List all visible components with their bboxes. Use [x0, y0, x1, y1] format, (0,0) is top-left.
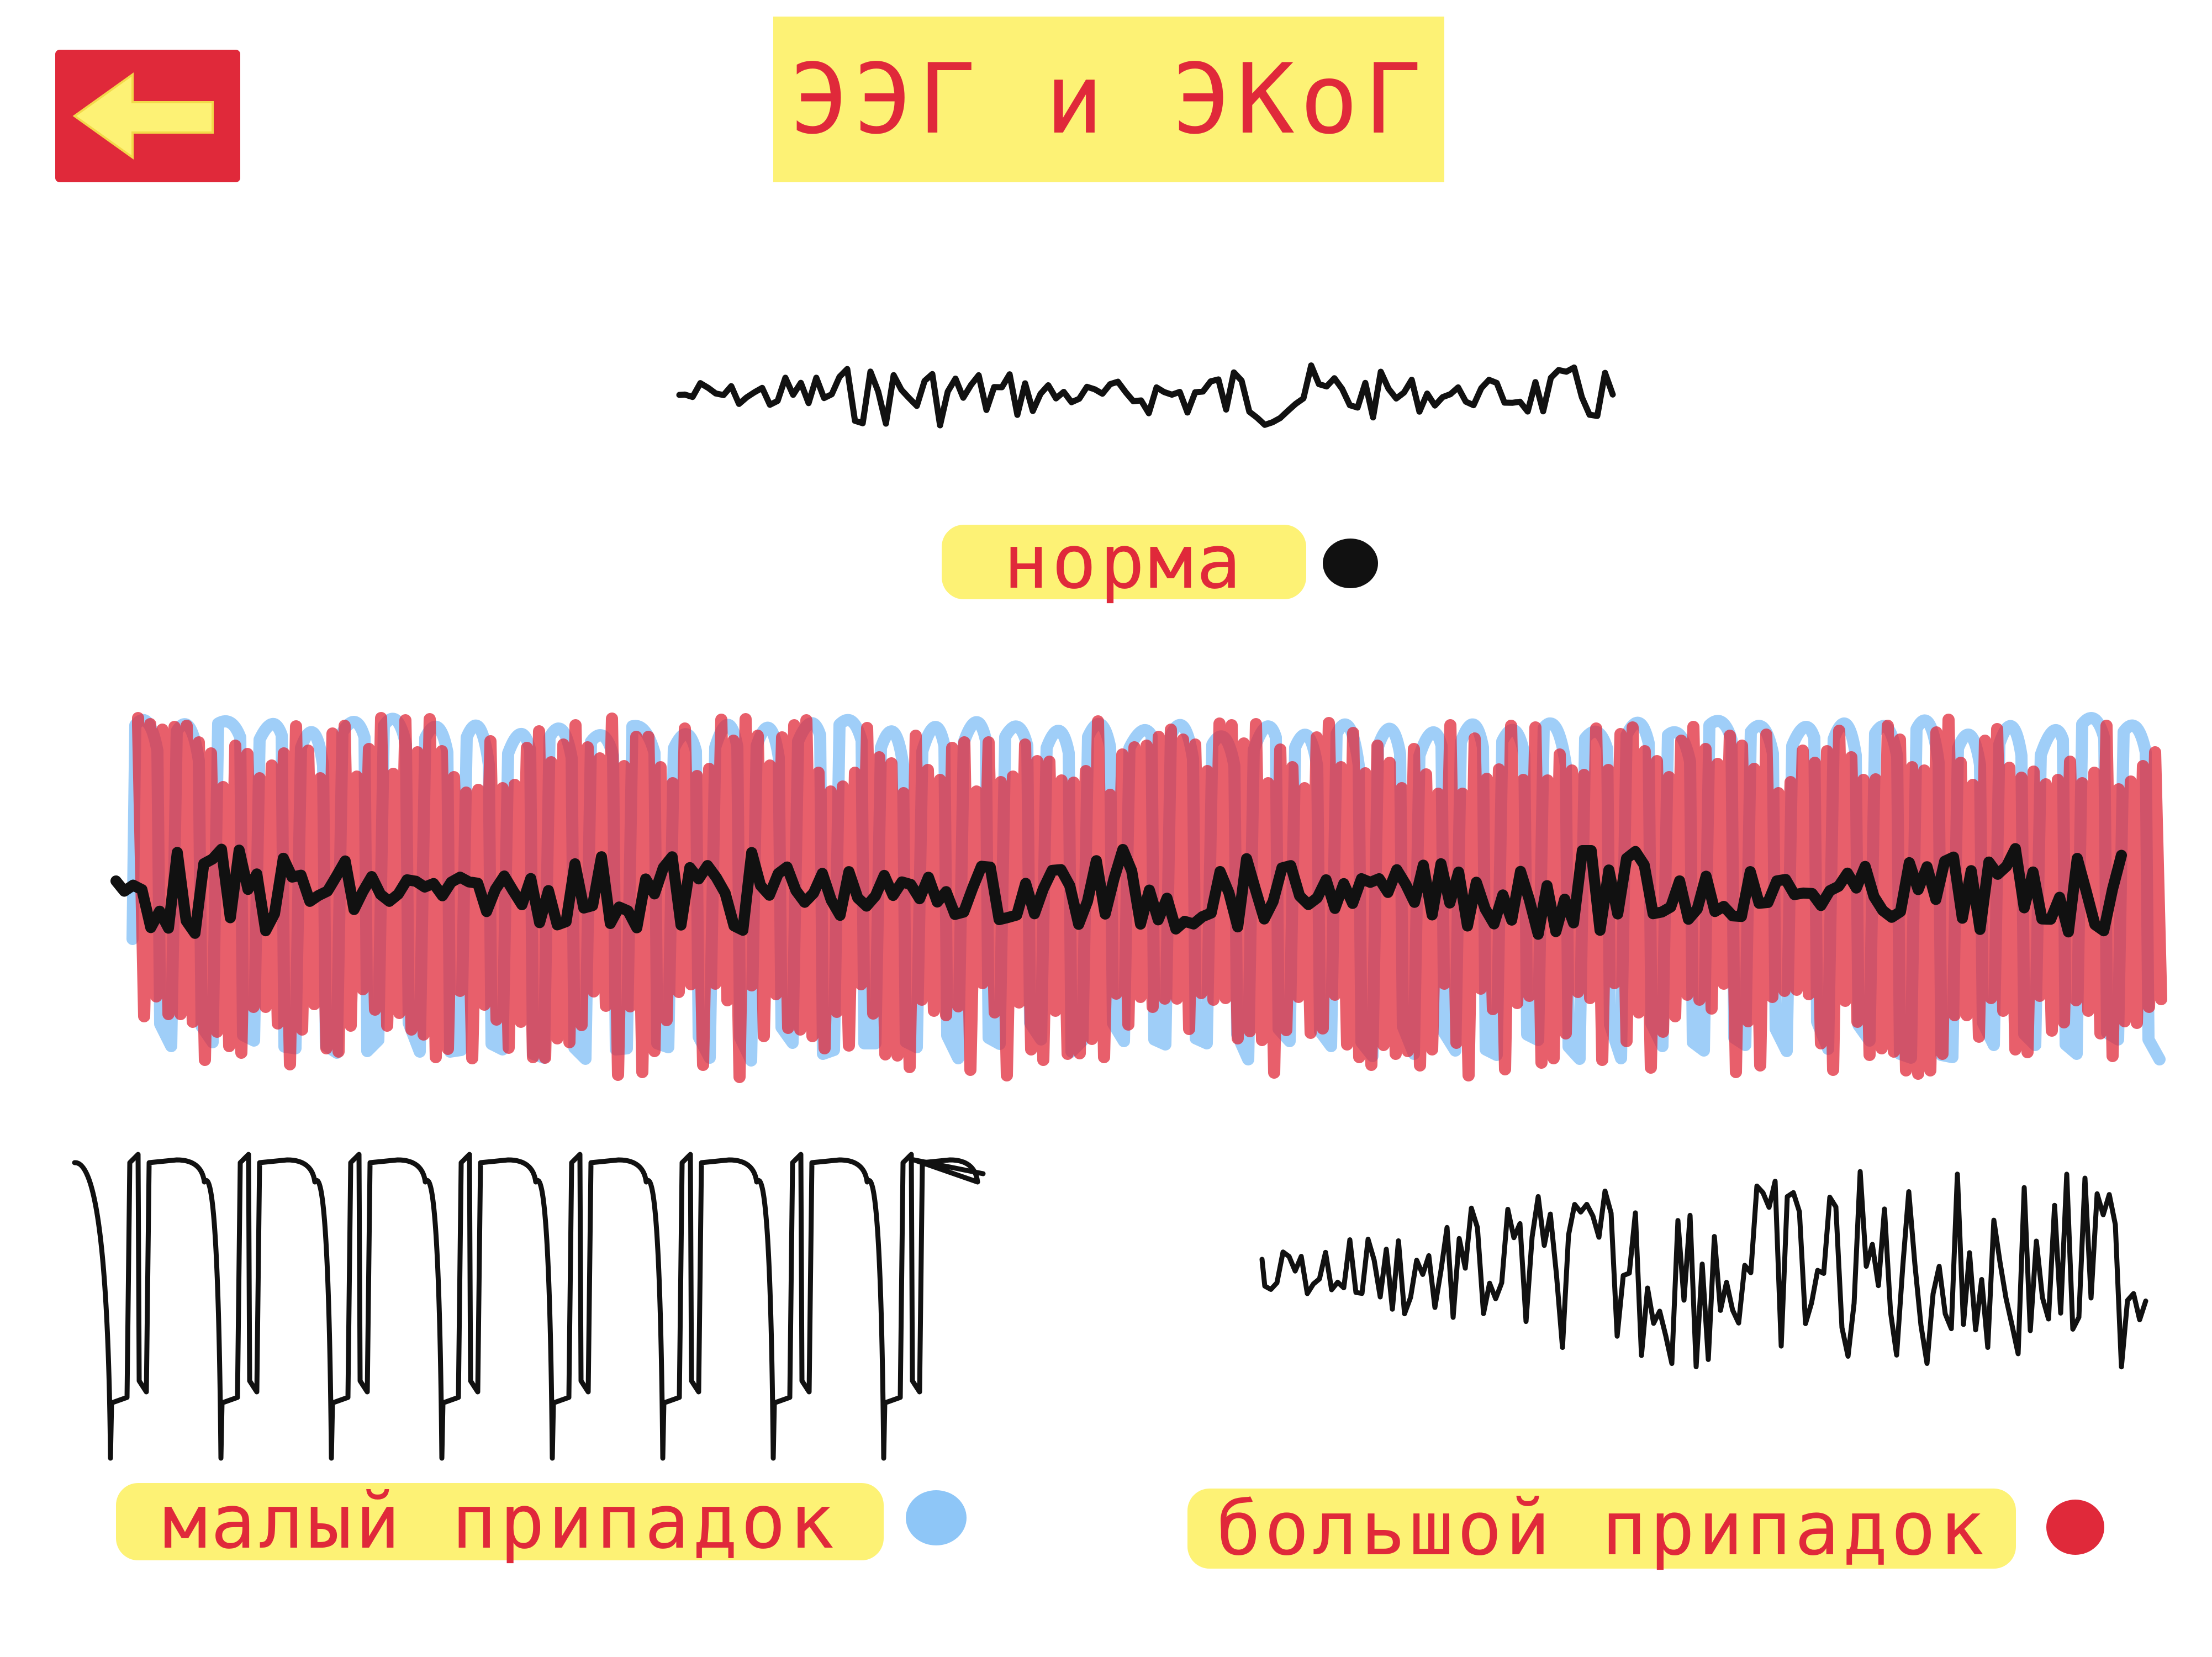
normal-wave-line — [676, 362, 1616, 429]
legend-label-petit-mal: малый припадок — [116, 1479, 884, 1565]
page-title: ЭЭГ и ЭКоГ — [790, 43, 1428, 156]
petit-mal-eeg-trace — [72, 1152, 986, 1461]
legend-text-normal: норма — [1003, 519, 1245, 605]
legend-dot-grand-mal — [2046, 1500, 2104, 1555]
grand-mal-overlay-line — [132, 712, 2167, 1083]
legend-text-petit-mal: малый припадок — [162, 1478, 837, 1565]
normal-overlay-trace — [110, 843, 2127, 940]
normal-eeg-trace — [676, 362, 1616, 429]
grand-mal-wave-line — [1259, 1169, 2148, 1370]
grand-mal-overlay-trace — [132, 712, 2167, 1083]
legend-dot-petit-mal — [906, 1490, 967, 1545]
legend-text-grand-mal: большой припадок — [1216, 1485, 1988, 1572]
back-button[interactable] — [55, 50, 240, 182]
normal-overlay-line — [110, 843, 2127, 940]
title-banner: ЭЭГ и ЭКоГ — [773, 17, 1444, 182]
legend-label-grand-mal: большой припадок — [1187, 1485, 2016, 1572]
legend-dot-normal — [1323, 539, 1378, 588]
left-arrow-icon — [72, 72, 214, 160]
legend-label-normal: норма — [942, 519, 1306, 605]
petit-mal-wave-line — [72, 1152, 986, 1461]
grand-mal-eeg-trace — [1259, 1169, 2148, 1370]
